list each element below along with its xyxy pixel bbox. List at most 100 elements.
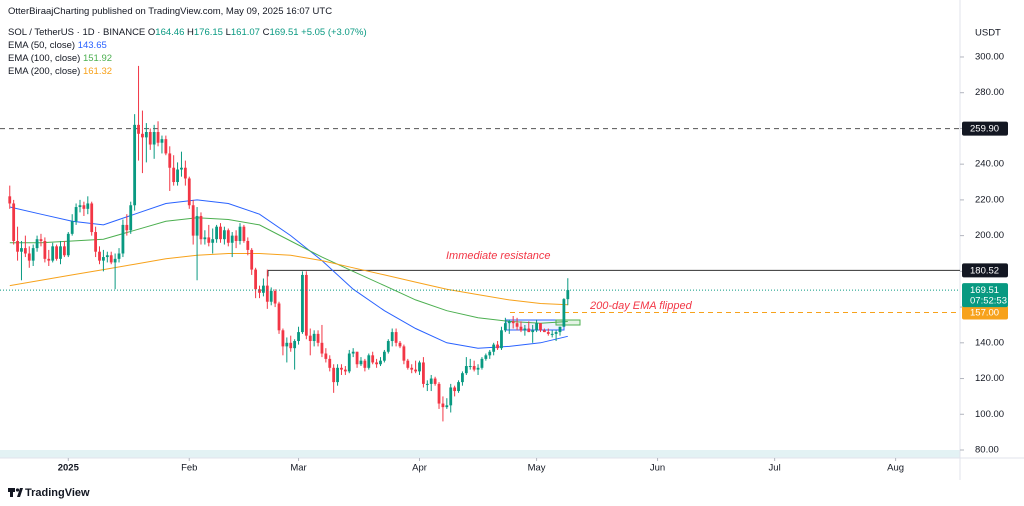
candle-body bbox=[523, 328, 527, 331]
candle-body bbox=[16, 240, 19, 252]
candle-body bbox=[472, 366, 476, 370]
y-tick-label: 120.00 bbox=[975, 373, 1004, 384]
current-price-label: 169.51 bbox=[970, 285, 999, 296]
brand-name: TradingView bbox=[25, 487, 90, 499]
candle-body bbox=[82, 205, 86, 209]
candle-body bbox=[156, 132, 160, 143]
candle-body bbox=[503, 323, 507, 331]
legend-row: EMA (100, close) 151.92 bbox=[8, 52, 367, 65]
candle-body bbox=[297, 332, 300, 342]
annotation: 200-day EMA flipped bbox=[589, 300, 693, 312]
candle-body bbox=[78, 205, 82, 208]
ohlc-value: 164.46 bbox=[155, 27, 185, 38]
candle-body bbox=[562, 299, 566, 327]
current-price-box bbox=[962, 283, 1008, 308]
candle-body bbox=[429, 378, 433, 384]
ohlc-letter: L bbox=[225, 27, 231, 38]
legend-name: EMA (100, close) bbox=[8, 53, 81, 64]
publisher: OtterBiraajCharting published on Trading… bbox=[8, 6, 333, 17]
candles bbox=[8, 65, 570, 422]
candle-body bbox=[277, 303, 281, 331]
candle-body bbox=[457, 382, 460, 392]
candle-body bbox=[12, 203, 16, 241]
price-label: 157.00 bbox=[970, 307, 999, 318]
candle-body bbox=[398, 342, 402, 347]
price-label-box bbox=[962, 305, 1008, 320]
candle-body bbox=[109, 255, 113, 263]
candle-body bbox=[351, 351, 355, 354]
candle-body bbox=[285, 342, 289, 347]
candle-body bbox=[418, 362, 421, 372]
candle-body bbox=[62, 246, 66, 256]
legend-row: EMA (50, close) 143.65 bbox=[8, 39, 367, 52]
candle-body bbox=[211, 239, 215, 243]
ohlc-letter: H bbox=[187, 27, 194, 38]
candle-body bbox=[242, 226, 246, 241]
candle-body bbox=[43, 240, 47, 259]
x-tick-label: 2025 bbox=[58, 463, 80, 474]
candle-body bbox=[441, 403, 445, 408]
candle-body bbox=[195, 215, 199, 236]
candle-body bbox=[340, 367, 343, 370]
candle-body bbox=[308, 335, 312, 342]
candle-body bbox=[453, 387, 457, 392]
candle-body bbox=[86, 203, 90, 209]
candle-body bbox=[121, 224, 125, 254]
candle-body bbox=[566, 290, 570, 300]
price-label: 180.52 bbox=[970, 265, 999, 276]
candle-body bbox=[531, 330, 535, 333]
candle-body bbox=[464, 366, 468, 374]
candle-body bbox=[102, 257, 105, 261]
candle-body bbox=[422, 362, 425, 384]
candle-body bbox=[20, 248, 23, 252]
candle-body bbox=[246, 240, 250, 250]
candle-body bbox=[449, 387, 453, 406]
candle-body bbox=[281, 330, 285, 347]
candle-body bbox=[55, 246, 58, 259]
candle-body bbox=[152, 132, 156, 145]
legend-value: 143.65 bbox=[77, 40, 107, 51]
brand-icon bbox=[10, 492, 13, 497]
x-tick-label: Aug bbox=[887, 463, 904, 474]
ohlc-value: 176.15 bbox=[193, 27, 223, 38]
candle-body bbox=[312, 333, 316, 342]
candle-body bbox=[70, 221, 74, 234]
brand-icon bbox=[8, 488, 15, 492]
candle-body bbox=[496, 344, 499, 349]
candle-body bbox=[406, 360, 410, 368]
candle-body bbox=[234, 235, 238, 241]
candle-body bbox=[546, 332, 550, 334]
candle-body bbox=[144, 132, 148, 138]
candle-body bbox=[141, 133, 144, 138]
legend-name: EMA (200, close) bbox=[8, 66, 81, 77]
candle-body bbox=[363, 360, 367, 368]
candle-body bbox=[480, 358, 484, 368]
candle-body bbox=[74, 207, 78, 222]
candle-body bbox=[359, 360, 363, 365]
candle-body bbox=[554, 332, 558, 334]
candle-body bbox=[289, 342, 293, 349]
ema-line bbox=[9, 199, 568, 349]
candle-body bbox=[367, 355, 371, 368]
candle-body bbox=[328, 358, 332, 368]
candle-body bbox=[507, 321, 511, 324]
legend-value: 161.32 bbox=[82, 66, 113, 77]
candle-body bbox=[113, 258, 117, 263]
candle-body bbox=[488, 351, 492, 356]
brand-icon bbox=[17, 488, 23, 497]
candle-body bbox=[207, 237, 211, 243]
ohlc-value: 161.07 bbox=[230, 27, 260, 38]
candle-body bbox=[219, 226, 222, 240]
candle-body bbox=[148, 132, 152, 145]
candle-body bbox=[164, 139, 168, 154]
candle-body bbox=[355, 351, 359, 365]
ema-line bbox=[9, 217, 568, 324]
candle-body bbox=[98, 251, 101, 261]
annotation: Immediate resistance bbox=[446, 250, 551, 262]
candle-body bbox=[273, 291, 277, 304]
candle-body bbox=[258, 289, 261, 293]
candle-body bbox=[476, 367, 480, 370]
candle-body bbox=[191, 205, 195, 236]
y-tick-label: 300.00 bbox=[975, 51, 1004, 62]
